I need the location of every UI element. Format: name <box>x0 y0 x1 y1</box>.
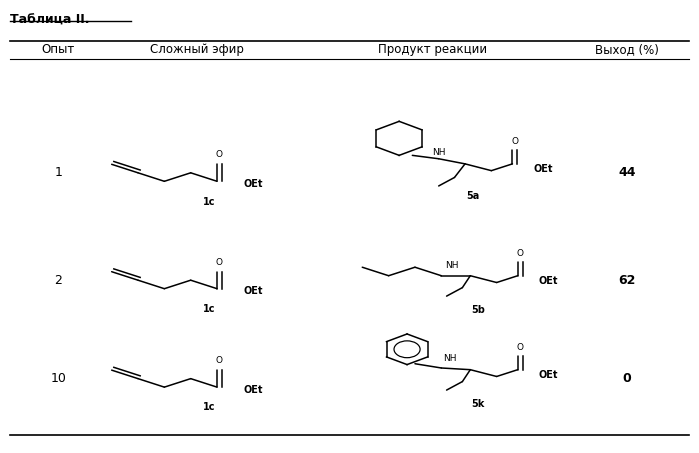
Text: Выход (%): Выход (%) <box>595 43 659 56</box>
Text: NH: NH <box>442 354 456 362</box>
Text: Продукт реакции: Продукт реакции <box>378 43 487 56</box>
Text: O: O <box>215 150 223 159</box>
Text: O: O <box>511 137 518 146</box>
Text: NH: NH <box>432 148 445 157</box>
Text: Таблица II.: Таблица II. <box>10 14 89 27</box>
Text: 1c: 1c <box>203 304 215 314</box>
Text: 1: 1 <box>55 166 62 179</box>
Text: 5a: 5a <box>466 191 480 201</box>
Text: OEt: OEt <box>539 370 559 380</box>
Text: NH: NH <box>445 261 459 270</box>
Text: 10: 10 <box>50 372 66 385</box>
Text: Сложный эфир: Сложный эфир <box>150 43 244 56</box>
Text: 1c: 1c <box>203 402 215 412</box>
Text: 0: 0 <box>623 372 631 385</box>
Text: OEt: OEt <box>533 164 553 174</box>
Text: 5b: 5b <box>471 304 485 315</box>
Text: 1c: 1c <box>203 197 215 207</box>
Text: O: O <box>517 249 524 258</box>
Text: Опыт: Опыт <box>42 43 75 56</box>
Text: OEt: OEt <box>243 286 263 296</box>
Text: 5k: 5k <box>472 399 485 409</box>
Text: 44: 44 <box>618 166 635 179</box>
Text: 62: 62 <box>618 274 635 287</box>
Text: O: O <box>517 342 524 352</box>
Text: O: O <box>215 356 223 365</box>
Text: 2: 2 <box>55 274 62 287</box>
Text: O: O <box>215 258 223 267</box>
Text: OEt: OEt <box>243 179 263 189</box>
Text: OEt: OEt <box>539 276 559 286</box>
Text: OEt: OEt <box>243 385 263 395</box>
